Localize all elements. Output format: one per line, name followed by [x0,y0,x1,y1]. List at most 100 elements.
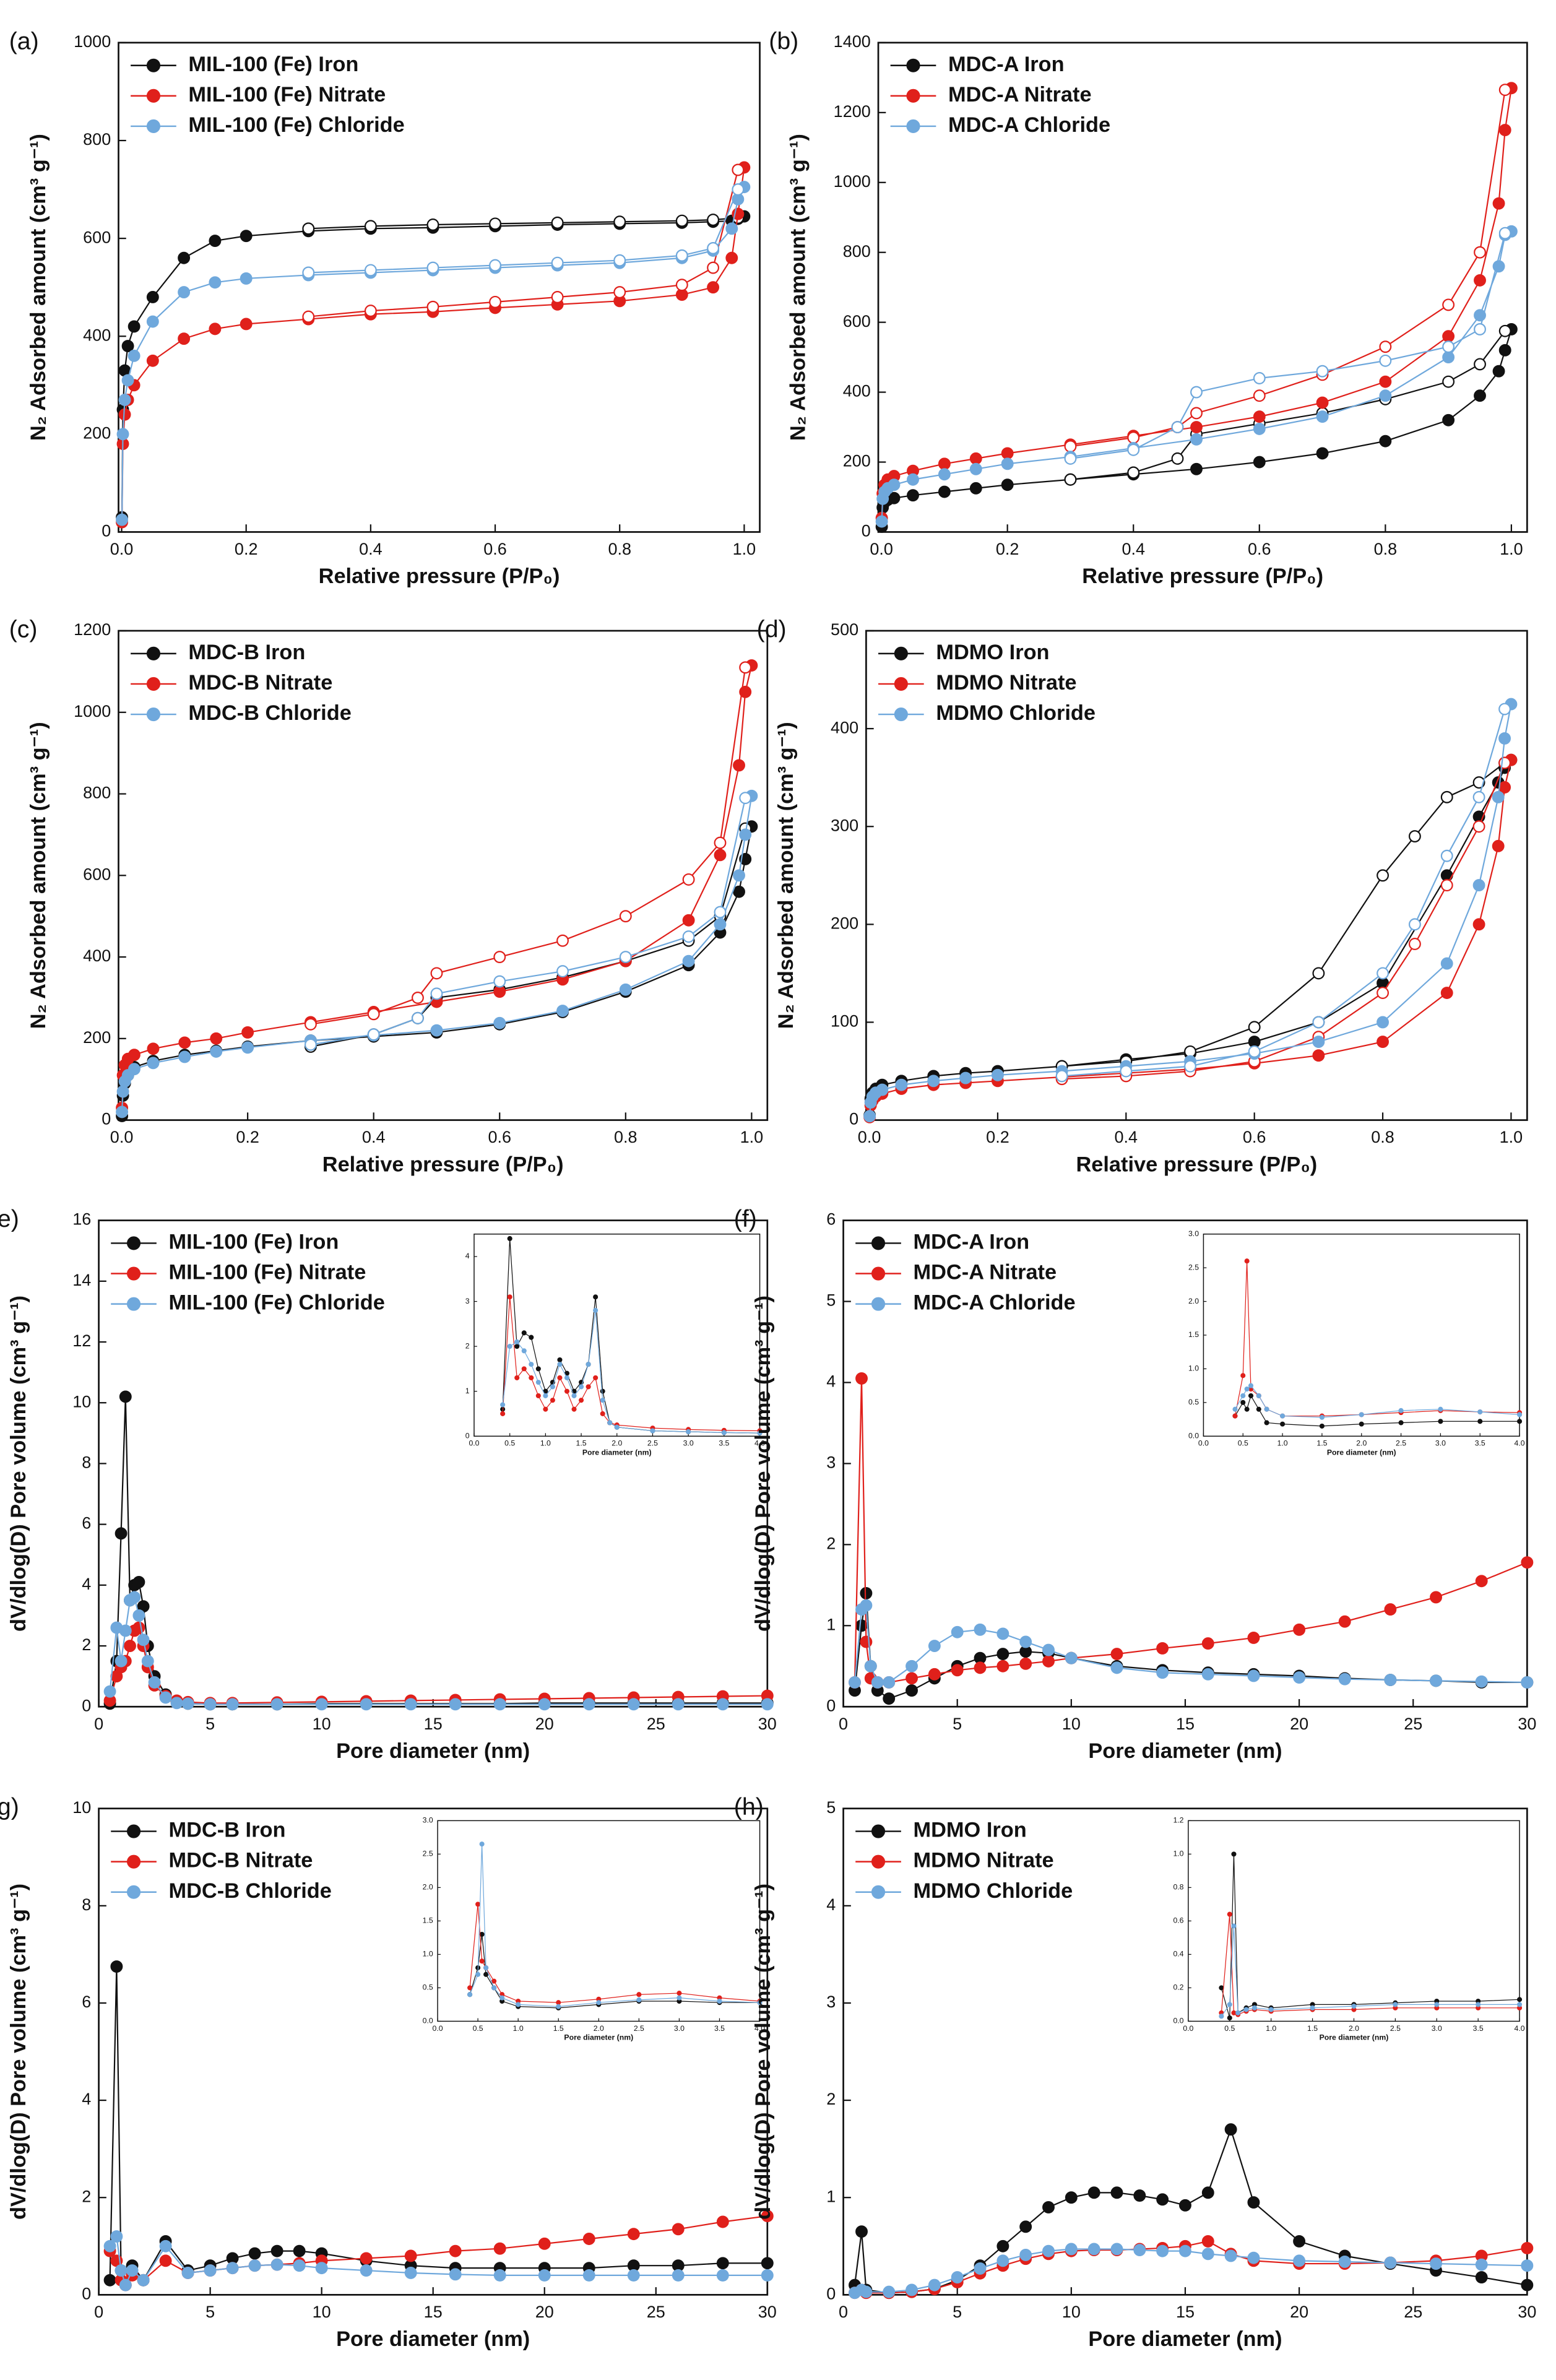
data-point [1316,447,1329,460]
data-point [449,2268,462,2281]
data-point [147,1042,160,1055]
desorption-point [1190,407,1203,420]
data-point [1110,2243,1123,2256]
data-point [535,1393,541,1398]
data-point [1231,2010,1237,2015]
data-point [1379,435,1392,448]
data-point [1019,1635,1032,1648]
desorption-point [613,254,626,267]
series-line [1070,233,1506,459]
y-tick-label: 1000 [74,702,111,720]
data-point [159,2239,172,2252]
y-axis-title: N₂ Adsorbed amount (cm³ g⁻¹) [786,134,810,441]
data-point [241,1041,254,1054]
data-point [226,2262,239,2275]
y-tick-label: 0 [862,522,871,540]
data-point [178,1050,191,1063]
data-point [110,1960,123,1973]
desorption-point [412,991,424,1004]
data-point [1521,1556,1534,1569]
x-axis-title: Pore diameter (nm) [564,2033,633,2042]
data-point [600,1388,605,1394]
data-point [141,1655,154,1668]
data-point [761,2257,774,2270]
desorption-point [304,1018,317,1031]
x-tick-label: 0.0 [870,540,893,558]
data-point [906,1660,918,1672]
data-point [619,983,632,996]
data-point [876,1083,889,1096]
y-tick-label: 2.0 [423,1883,433,1892]
y-tick-label: 6 [82,1993,91,2011]
desorption-point [1377,869,1390,882]
data-point [1319,1423,1325,1429]
desorption-point [714,836,727,849]
x-tick-label: 0.4 [1115,1128,1138,1146]
desorption-point [302,222,315,235]
x-tick-label: 0.0 [1198,1439,1209,1448]
data-point [907,473,919,486]
x-axis-title: Pore diameter (nm) [336,1739,530,1763]
desorption-point [1248,1021,1261,1034]
data-point [614,1424,620,1430]
data-point [110,2230,123,2243]
data-point [969,482,982,495]
x-tick-label: 1.5 [1316,1439,1327,1448]
desorption-point [1312,967,1325,980]
desorption-point [1127,443,1140,456]
data-point [938,457,951,470]
data-point [1227,1911,1232,1917]
data-point [1521,2278,1534,2291]
x-tick-label: 0.2 [236,1128,259,1146]
desorption-point [367,1028,380,1041]
y-tick-label: 1.2 [1173,1816,1183,1825]
legend-label: MDC-A Nitrate [914,1261,1057,1284]
data-point [115,1527,128,1540]
legend-label: MDC-B Nitrate [169,1849,313,1872]
data-point [938,468,951,481]
data-point [147,1057,160,1070]
desorption-point [1408,918,1421,931]
data-point [1156,2244,1169,2257]
desorption-point [1498,324,1511,337]
desorption-point [493,951,506,963]
data-point [863,1110,876,1123]
x-tick-label: 10 [313,1715,331,1733]
data-point [449,1698,462,1711]
y-tick-label: 0.6 [1173,1916,1183,1925]
data-point [1235,2010,1241,2015]
x-tick-label: 3.0 [683,1439,694,1448]
y-tick-label: 0 [849,1110,858,1128]
data-point [951,1625,964,1638]
data-point [529,1362,534,1367]
x-tick-label: 10 [1062,1715,1081,1733]
data-point [888,478,901,491]
y-tick-label: 1 [826,2187,836,2205]
data-point [103,1685,116,1698]
desorption-point [367,1008,380,1021]
desorption-point [302,310,315,323]
data-point [209,276,222,289]
desorption-point [1408,938,1421,950]
data-point [725,222,738,235]
data-point [1359,1412,1364,1417]
data-point [1110,2186,1123,2199]
data-point [996,1648,1009,1661]
data-point [883,1692,896,1705]
desorption-point [1472,820,1485,833]
data-point [467,1985,473,1991]
data-point [170,1697,183,1710]
x-tick-label: 0.5 [1238,1439,1248,1448]
panel-label: (a) [9,27,39,54]
x-tick-label: 4.0 [754,2024,765,2033]
desorption-point [551,291,564,303]
x-tick-label: 0.8 [608,540,631,558]
x-tick-label: 0.6 [488,1128,511,1146]
data-point [293,2259,306,2272]
data-point [1201,2248,1214,2261]
data-point [1338,2255,1351,2268]
legend-label: MDMO Iron [914,1819,1027,1842]
data-point [126,2264,139,2277]
data-point [1442,330,1455,343]
y-axis-title: N₂ Adsorbed amount (cm³ g⁻¹) [27,722,50,1029]
